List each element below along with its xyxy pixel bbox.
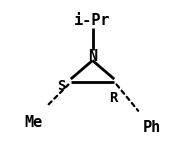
Text: i-Pr: i-Pr [74,13,111,28]
Text: Me: Me [24,115,43,130]
Text: R: R [109,91,118,105]
Text: S: S [57,79,66,93]
Text: Ph: Ph [142,120,161,135]
Text: N: N [88,49,97,64]
